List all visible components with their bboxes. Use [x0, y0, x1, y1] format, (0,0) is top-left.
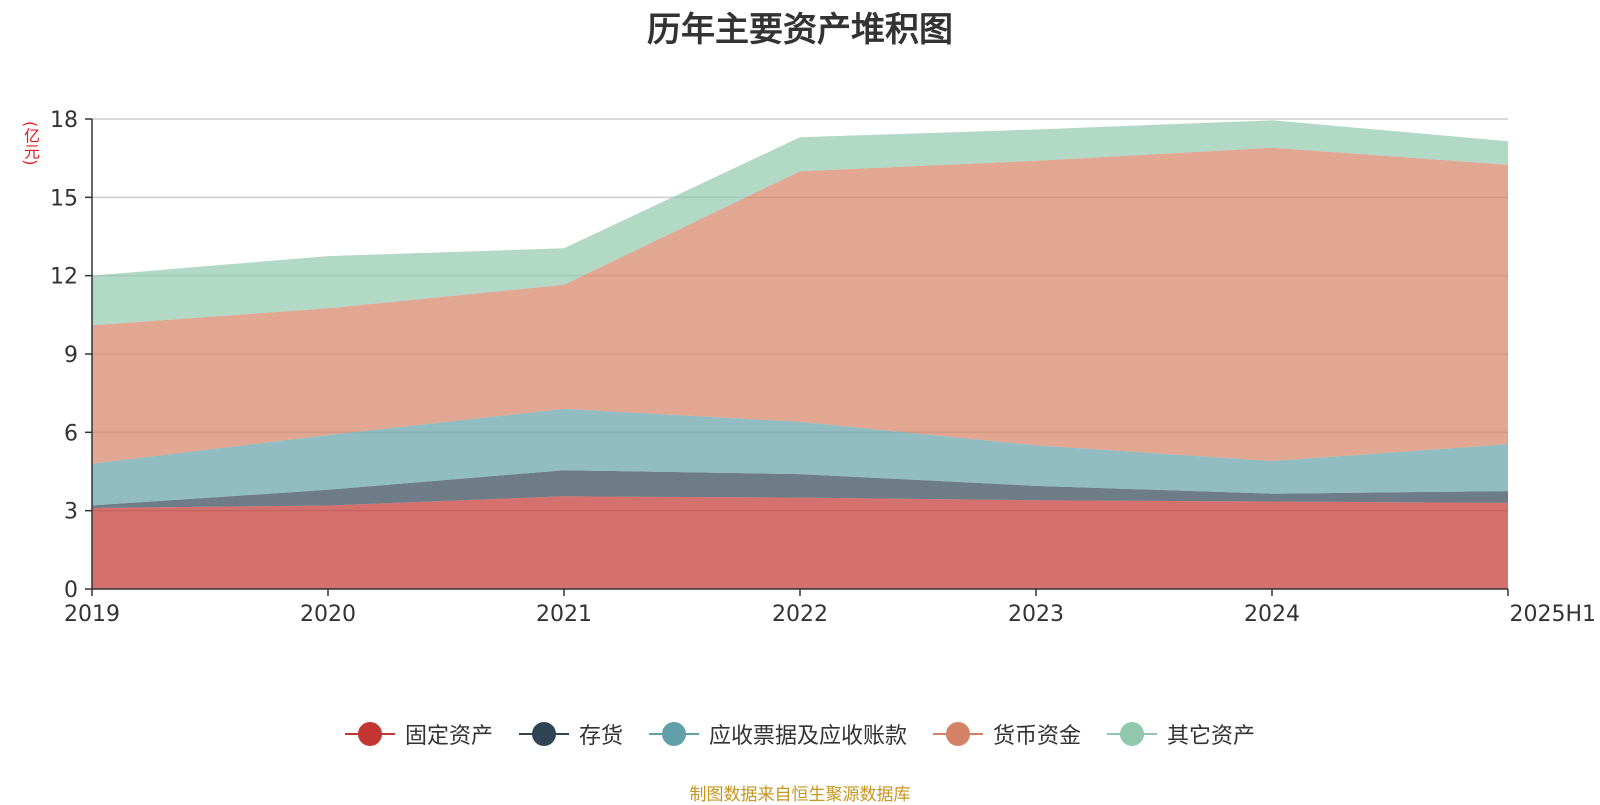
y-tick-label: 0 [64, 578, 78, 603]
area-其它资产[interactable] [92, 120, 1508, 326]
x-tick-label: 2022 [772, 602, 828, 627]
legend-label: 固定资产 [404, 724, 493, 749]
area-固定资产[interactable] [92, 496, 1508, 589]
legend-marker-icon [344, 721, 395, 747]
chart-title: 历年主要资产堆积图 [647, 10, 953, 50]
legend-item[interactable]: 固定资产 [344, 718, 493, 750]
x-tick-label: 2021 [536, 602, 592, 627]
y-tick-label: 9 [64, 343, 78, 368]
legend-label: 存货 [578, 724, 623, 749]
legend-marker-icon [933, 721, 983, 747]
data-source-note: 制图数据来自恒生聚源数据库 [689, 785, 911, 805]
legend: 固定资产 存货 应收票据及应收账款 货币资金 其它资产 [0, 718, 1600, 750]
legend-marker-icon [648, 721, 699, 747]
legend-item[interactable]: 应收票据及应收账款 [648, 718, 907, 750]
legend-item[interactable]: 存货 [518, 718, 623, 750]
y-tick-label: 3 [64, 500, 78, 525]
legend-label: 应收票据及应收账款 [708, 724, 907, 749]
stacked-area-chart: 0 3 6 9 12 15 18 2019 2020 2021 2022 2023 2024 2025H… [50, 108, 1596, 627]
legend-item[interactable]: 货币资金 [933, 718, 1081, 750]
axes [85, 118, 1509, 596]
legend-label: 货币资金 [993, 724, 1082, 749]
y-tick-label: 12 [50, 265, 78, 290]
area-货币资金[interactable] [92, 147, 1508, 464]
area-series [92, 120, 1508, 589]
legend-item[interactable]: 其它资产 [1107, 718, 1255, 750]
x-tick-label: 2024 [1244, 602, 1300, 627]
y-tick-labels: 0 3 6 9 12 15 18 [50, 108, 78, 603]
legend-marker-icon [518, 721, 569, 747]
x-tick-label: 2019 [64, 602, 120, 627]
x-tick-label: 2025H1 [1509, 602, 1596, 627]
area-存货[interactable] [92, 470, 1508, 509]
y-tick-label: 6 [64, 421, 78, 446]
y-tick-label: 15 [50, 186, 78, 211]
area-应收票据及应收账款[interactable] [92, 408, 1508, 506]
legend-label: 其它资产 [1167, 724, 1256, 749]
x-tick-labels: 2019 2020 2021 2022 2023 2024 2025H1 [64, 602, 1596, 627]
y-tick-label: 18 [50, 108, 78, 133]
x-tick-label: 2023 [1008, 602, 1064, 627]
y-axis-unit-label: (亿元) [21, 121, 40, 166]
x-tick-label: 2020 [300, 602, 356, 627]
legend-marker-icon [1107, 721, 1158, 747]
